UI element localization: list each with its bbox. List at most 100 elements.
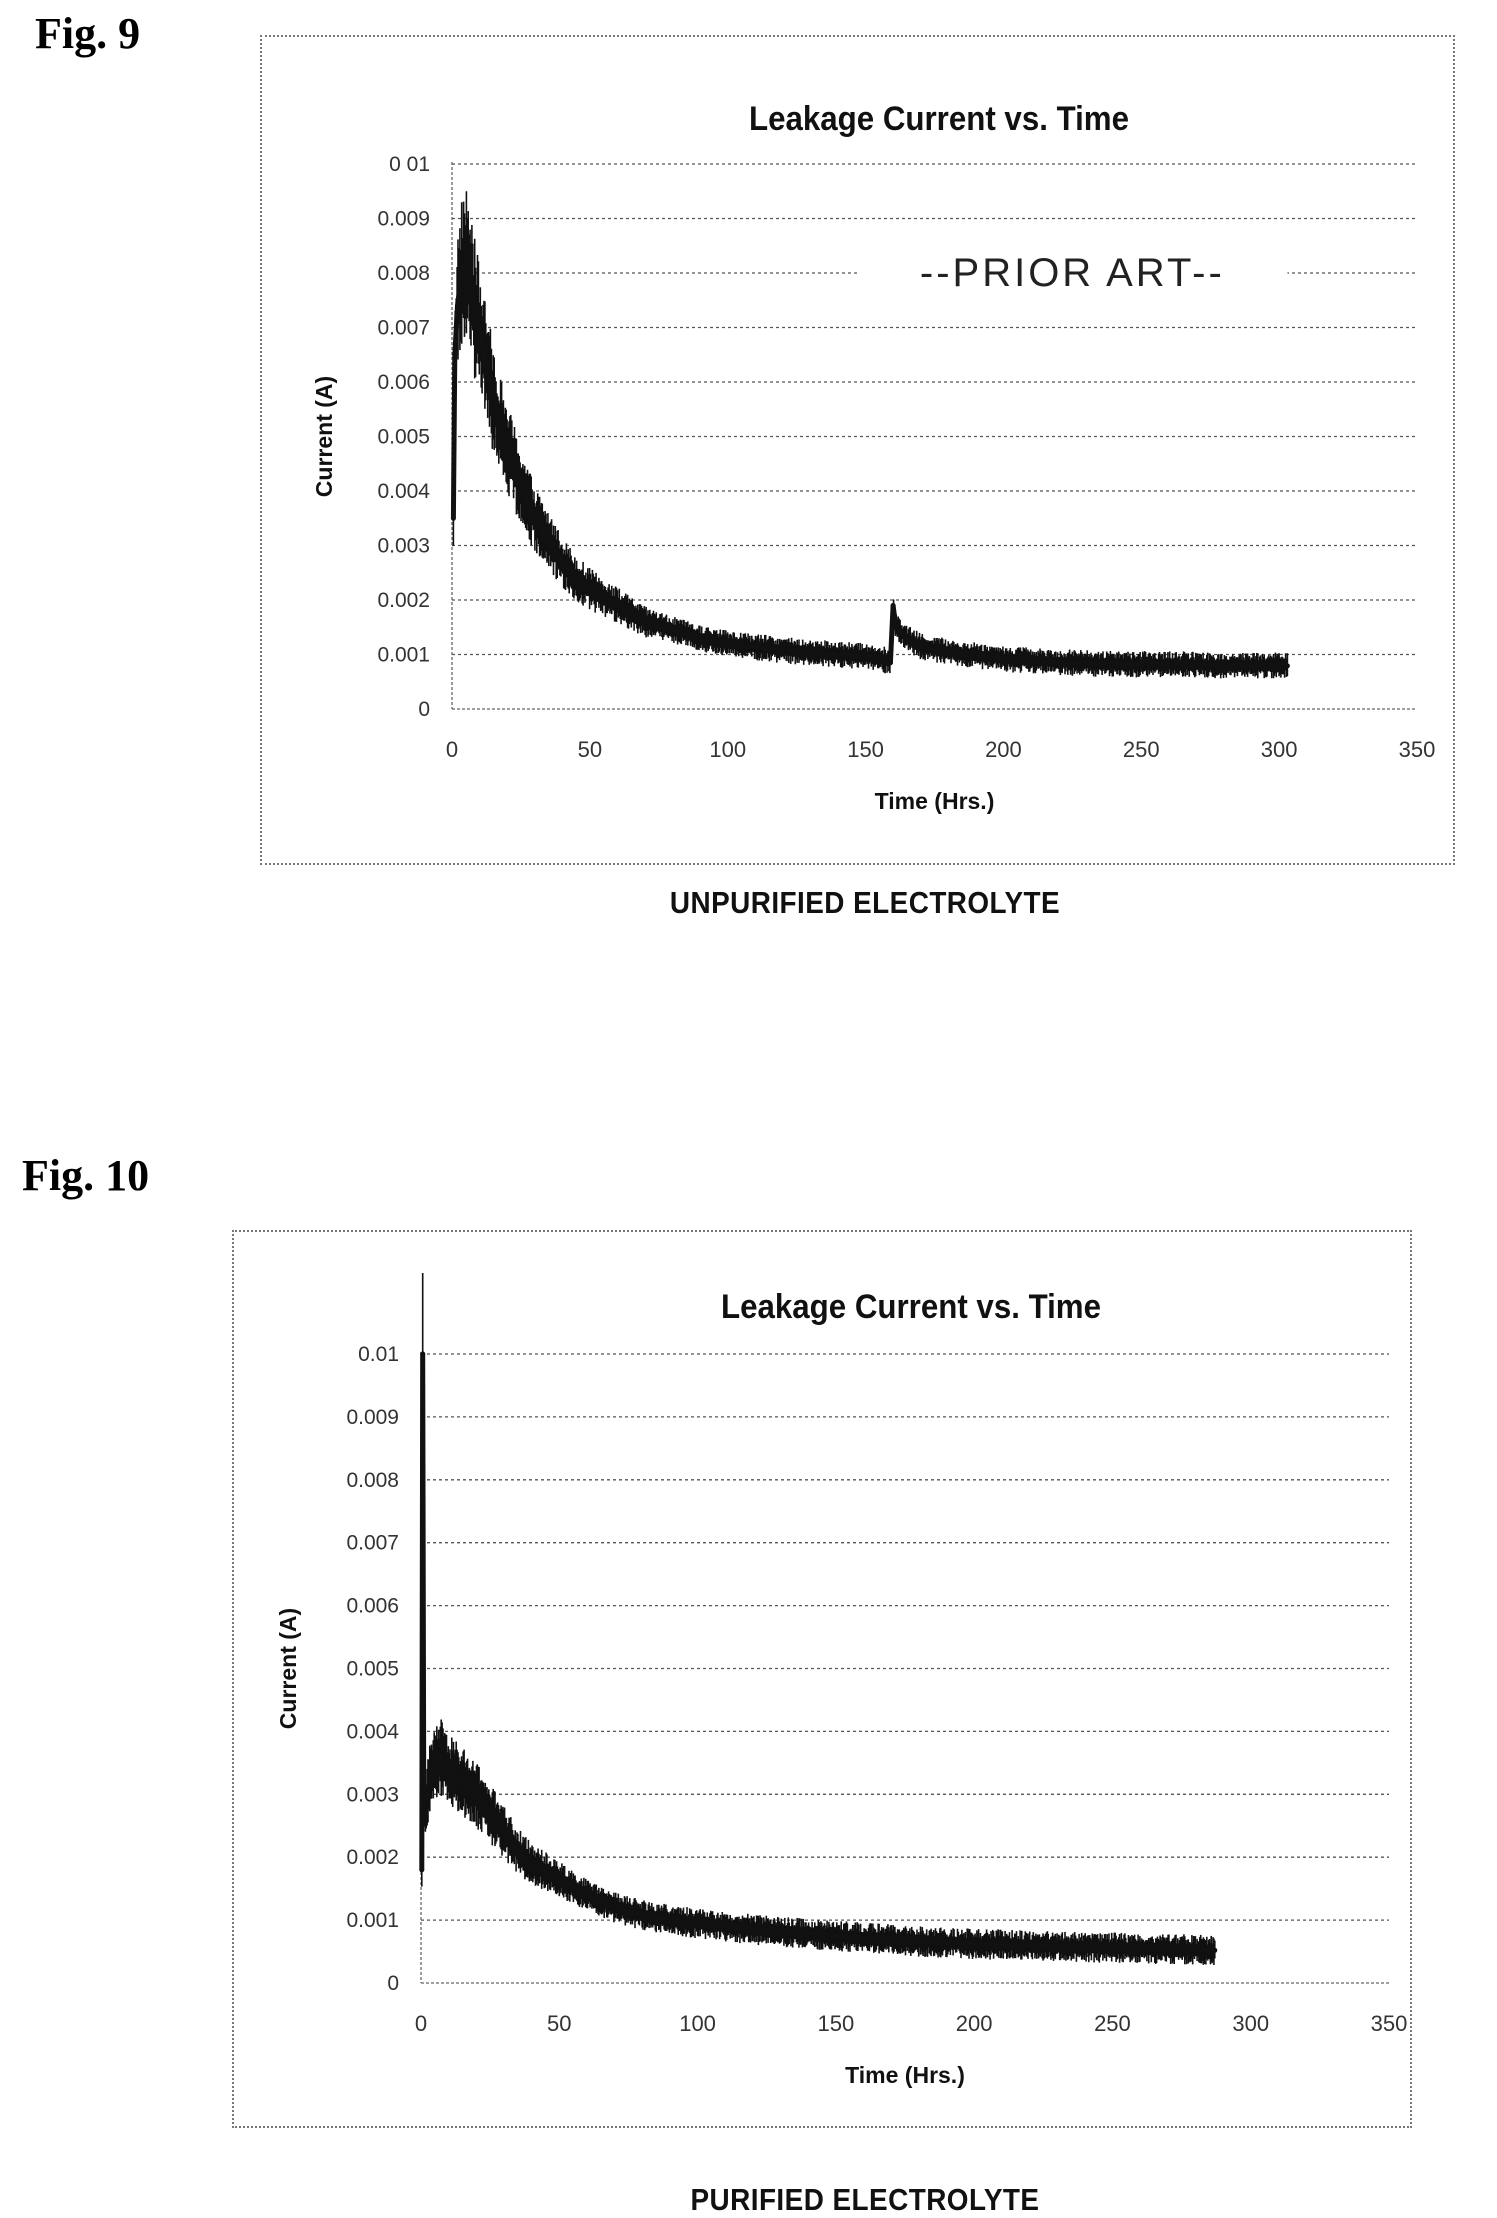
x-tick-label: 0: [415, 2011, 427, 2036]
x-tick-label: 350: [1399, 737, 1436, 762]
data-point: [918, 643, 924, 649]
data-point: [420, 1351, 426, 1357]
y-tick-label: 0.009: [377, 208, 430, 231]
y-tick-label: 0.007: [377, 317, 430, 340]
data-point: [1082, 1944, 1088, 1950]
data-point: [667, 1917, 673, 1923]
annotation-mask: [860, 247, 1288, 299]
data-point: [529, 1861, 535, 1866]
data-point: [466, 270, 471, 276]
data-point: [546, 537, 551, 543]
data-point: [876, 654, 882, 660]
figure-label: Fig. 10: [22, 1151, 150, 1200]
chart-title: Leakage Current vs. Time: [721, 1287, 1101, 1326]
x-tick-label: 150: [817, 2011, 854, 2036]
x-tick-label: 200: [985, 737, 1022, 762]
data-point: [463, 259, 469, 265]
data-point: [452, 352, 458, 358]
data-point: [432, 1760, 438, 1766]
data-point: [421, 1817, 427, 1822]
x-tick-label: 300: [1261, 737, 1298, 762]
data-point: [1212, 1947, 1218, 1953]
data-point: [556, 1876, 562, 1882]
data-point: [587, 586, 593, 592]
x-tick-label: 100: [679, 2011, 716, 2036]
data-point: [501, 1829, 507, 1835]
data-point: [504, 444, 510, 450]
y-tick-label: 0.004: [346, 1720, 399, 1743]
y-tick-label: 0.005: [377, 426, 430, 449]
y-tick-label: 0.004: [377, 480, 430, 503]
data-point: [468, 286, 474, 292]
data-point: [487, 1810, 493, 1816]
y-axis-label: Current (A): [311, 376, 337, 497]
data-point: [584, 1892, 590, 1898]
leakage-current-chart: Leakage Current vs. Time 0 0.001 0.002 0.003…: [275, 1273, 1408, 2088]
data-point: [450, 515, 456, 521]
data-point: [750, 1927, 756, 1932]
y-tick-label: 0 01: [389, 153, 430, 176]
data-point: [861, 1935, 866, 1941]
data-point: [515, 1848, 521, 1854]
data-point: [473, 1791, 479, 1797]
y-tick-label: 0.006: [377, 371, 430, 394]
y-tick-label: 0.009: [346, 1406, 399, 1429]
data-point: [1056, 659, 1062, 665]
data-point: [499, 428, 505, 434]
data-point: [460, 265, 466, 271]
data-point: [1192, 1947, 1198, 1953]
data-point: [614, 603, 620, 608]
data-point: [805, 1931, 811, 1937]
data-point: [426, 1779, 432, 1785]
data-point: [670, 627, 676, 633]
x-tick-label: 150: [847, 737, 884, 762]
x-axis-label: Time (Hrs.): [845, 2062, 965, 2088]
data-point: [1284, 663, 1290, 669]
data-point: [471, 303, 477, 309]
x-tick-label: 50: [547, 2011, 571, 2036]
x-tick-label: 0: [446, 737, 458, 762]
data-point: [573, 575, 579, 581]
data-point: [1221, 662, 1227, 668]
y-tick-label: 0.002: [377, 589, 430, 612]
data-point: [612, 1905, 618, 1910]
x-tick-label: 100: [709, 737, 746, 762]
y-tick-label: 0.001: [346, 1909, 399, 1932]
x-tick-label: 250: [1094, 2011, 1131, 2036]
data-point: [725, 641, 731, 647]
data-point: [1166, 661, 1172, 667]
data-point: [642, 619, 648, 625]
data-point: [890, 603, 896, 608]
data-point: [532, 515, 538, 521]
y-tick-label: 0.01: [358, 1343, 399, 1366]
data-point: [559, 559, 565, 565]
y-tick-label: 0: [418, 698, 430, 721]
data-point: [455, 303, 460, 309]
y-tick-label: 0.005: [346, 1658, 399, 1681]
y-tick-label: 0.006: [346, 1595, 399, 1618]
data-point: [457, 281, 463, 287]
x-tick-label: 350: [1371, 2011, 1408, 2036]
data-point: [424, 1798, 429, 1804]
y-tick-label: 0.007: [346, 1532, 399, 1555]
x-tick-label: 250: [1123, 737, 1160, 762]
data-point: [443, 1766, 449, 1772]
y-tick-label: 0.001: [377, 644, 430, 667]
data-point: [460, 1779, 465, 1785]
leakage-current-chart: Leakage Current vs. Time 0 0.001 0.002 0.003…: [311, 99, 1436, 814]
data-point: [695, 1920, 701, 1926]
figure-label: Fig. 9: [35, 9, 141, 58]
chart-frame: Leakage Current vs. Time 0 0.001 0.002 0.003…: [232, 1230, 1412, 2128]
x-axis-label: Time (Hrs.): [875, 788, 995, 814]
data-series-band: [452, 191, 1289, 679]
figure-caption: UNPURIFIED ELECTROLYTE: [669, 885, 1061, 920]
data-point: [1276, 662, 1282, 668]
data-point: [477, 330, 483, 336]
x-tick-label: 50: [578, 737, 602, 762]
data-point: [1027, 1942, 1032, 1948]
data-point: [1137, 1945, 1143, 1951]
chart-frame: Leakage Current vs. Time 0 0.001 0.002 0.003…: [260, 35, 1455, 865]
data-point: [437, 1754, 443, 1760]
y-tick-label: 0.003: [377, 535, 430, 558]
data-point: [887, 660, 893, 666]
